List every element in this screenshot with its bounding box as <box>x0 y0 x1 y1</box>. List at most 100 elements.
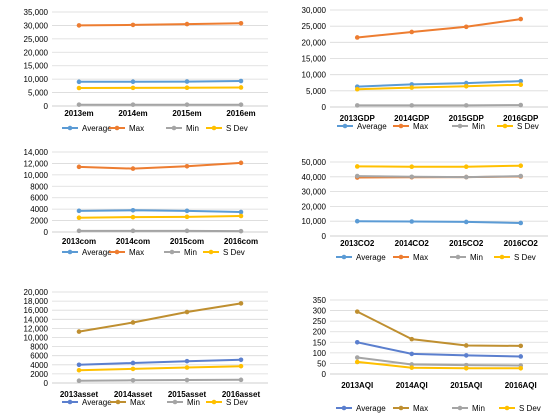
x-tick-label: 2016GDP <box>503 114 539 123</box>
data-point <box>130 85 136 91</box>
data-point <box>409 174 415 180</box>
legend-marker <box>67 249 73 255</box>
y-tick-label: 4000 <box>30 205 48 214</box>
y-tick-label: 20,000 <box>302 38 327 47</box>
y-tick-label: 10,000 <box>24 75 49 84</box>
series-line-average <box>357 220 521 224</box>
legend-marker <box>67 399 73 405</box>
x-tick-label: 2015em <box>172 109 201 118</box>
data-point <box>463 103 469 108</box>
y-tick-label: 10,000 <box>302 71 327 80</box>
legend-marker <box>211 399 217 405</box>
data-point <box>130 214 136 220</box>
y-tick-label: 20,000 <box>24 288 49 297</box>
data-point <box>238 228 244 234</box>
data-point <box>184 214 190 220</box>
data-point <box>76 164 82 170</box>
legend-label: Min <box>472 404 485 413</box>
y-tick-label: 18,000 <box>24 297 49 306</box>
data-point <box>409 164 415 170</box>
legend-label: Average <box>357 122 387 131</box>
data-point <box>238 102 244 107</box>
data-point <box>76 362 82 368</box>
legend-marker <box>67 125 73 131</box>
data-point <box>409 336 415 342</box>
data-point <box>518 220 524 226</box>
series-line-min <box>357 356 521 367</box>
data-point <box>184 21 190 27</box>
data-point <box>354 103 360 108</box>
x-tick-label: 2014AQI <box>396 381 428 390</box>
data-point <box>463 365 469 371</box>
x-tick-label: 2015CO2 <box>449 239 484 248</box>
y-tick-label: 0 <box>44 102 49 111</box>
data-point <box>184 228 190 234</box>
legend-marker <box>114 125 120 131</box>
data-point <box>354 86 360 92</box>
y-tick-label: 6000 <box>30 352 48 361</box>
y-tick-label: 16,000 <box>24 306 49 315</box>
data-point <box>238 357 244 363</box>
x-tick-label: 2013CO2 <box>340 239 375 248</box>
data-point <box>76 102 82 107</box>
data-point <box>354 359 360 365</box>
data-point <box>409 351 415 357</box>
y-tick-label: 300 <box>313 307 327 316</box>
series-line-max <box>356 310 521 347</box>
data-point <box>354 35 360 40</box>
y-tick-label: 10,000 <box>24 334 49 343</box>
series-line-average <box>357 80 521 88</box>
data-point <box>409 29 415 35</box>
data-point <box>409 219 415 224</box>
data-point <box>184 163 190 169</box>
legend-label: Max <box>129 124 144 133</box>
series-line-s-dev <box>357 164 521 168</box>
data-point <box>463 219 469 225</box>
x-tick-label: 2014em <box>118 109 147 118</box>
y-tick-label: 200 <box>313 328 327 337</box>
chart-panel-4: 0 10,000 20,000 30,000 40,000 50,000 2013CO2 20… <box>302 158 548 262</box>
legend-label: Max <box>129 248 144 257</box>
data-point <box>409 103 415 108</box>
legend-label: Max <box>413 122 428 131</box>
data-point <box>76 329 82 334</box>
y-tick-label: 25,000 <box>24 35 49 44</box>
data-point <box>518 173 524 179</box>
data-point <box>184 309 190 315</box>
data-point <box>354 355 360 360</box>
data-point <box>130 22 136 28</box>
y-tick-label: 20,000 <box>24 48 49 57</box>
x-tick-label: 2013com <box>62 237 96 246</box>
legend-marker <box>114 249 120 255</box>
y-tick-label: 0 <box>44 379 49 388</box>
x-tick-label: 2016CO2 <box>504 239 539 248</box>
legend-label: Min <box>187 398 200 407</box>
y-tick-label: 20,000 <box>302 202 327 211</box>
legend-label: Max <box>130 398 145 407</box>
y-tick-label: 15,000 <box>24 62 49 71</box>
series-line-average <box>78 358 242 366</box>
data-point <box>130 320 136 325</box>
legend-marker <box>499 254 505 260</box>
y-tick-label: 35,000 <box>24 8 49 17</box>
series-line-max <box>357 18 521 39</box>
data-point <box>130 366 136 372</box>
legend-label: S Dev <box>519 404 541 413</box>
y-tick-label: 2000 <box>30 370 48 379</box>
x-tick-label: 2014asset <box>114 390 153 399</box>
data-point <box>463 343 469 348</box>
legend-label: Min <box>186 124 199 133</box>
legend-label: Max <box>413 404 428 413</box>
y-tick-label: 8000 <box>30 182 48 191</box>
data-point <box>238 160 244 166</box>
y-tick-label: 0 <box>322 232 327 241</box>
data-point <box>130 228 136 234</box>
legend-label: S Dev <box>226 124 248 133</box>
y-tick-label: 30,000 <box>302 188 327 197</box>
data-point <box>409 85 415 90</box>
y-tick-label: 6000 <box>30 194 48 203</box>
legend-label: Average <box>82 124 112 133</box>
x-tick-label: 2014GDP <box>394 114 430 123</box>
y-tick-label: 8000 <box>30 343 48 352</box>
legend-marker <box>504 405 510 411</box>
